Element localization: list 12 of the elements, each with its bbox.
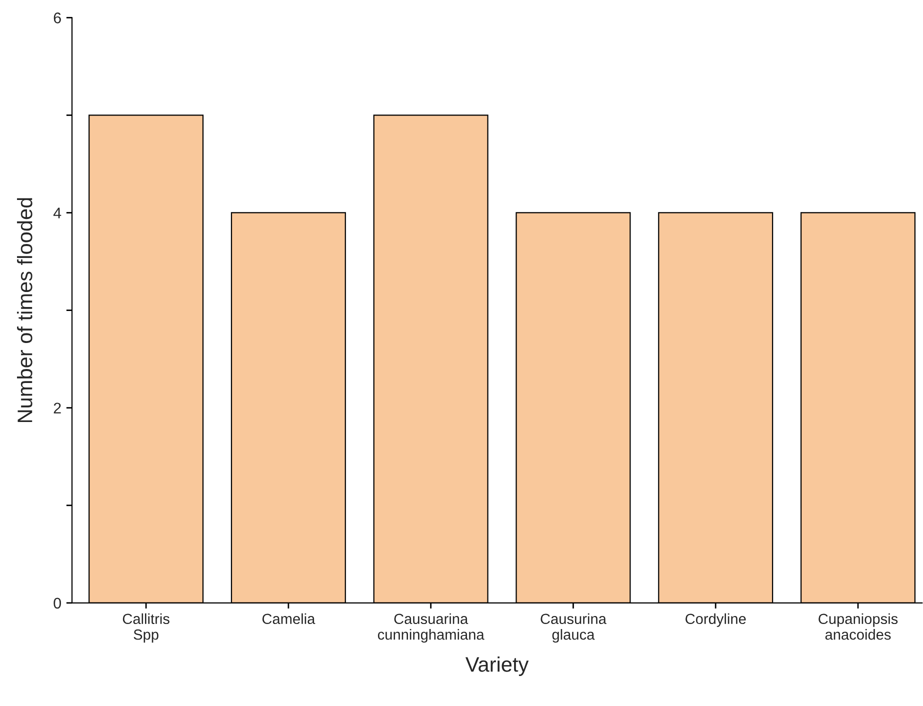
y-tick-label: 6 — [54, 12, 61, 24]
x-tick-label: Callitris Spp — [122, 613, 170, 643]
y-tick-label: 4 — [53, 208, 62, 218]
x-tick-label: Causurina glauca — [540, 613, 606, 643]
y-tick-label: 0 — [54, 598, 61, 609]
x-tick-label: Causuarina cunninghamiana — [378, 613, 484, 643]
y-tick-label: 2 — [54, 402, 61, 414]
x-tick-label: Cordyline — [686, 613, 746, 627]
x-axis-title: Variety — [465, 656, 529, 676]
x-tick-label: Cupaniopsis anacoides — [818, 613, 898, 640]
x-tick-label: Camelia — [262, 613, 316, 624]
y-axis-title: Number of times flooded — [16, 198, 32, 422]
